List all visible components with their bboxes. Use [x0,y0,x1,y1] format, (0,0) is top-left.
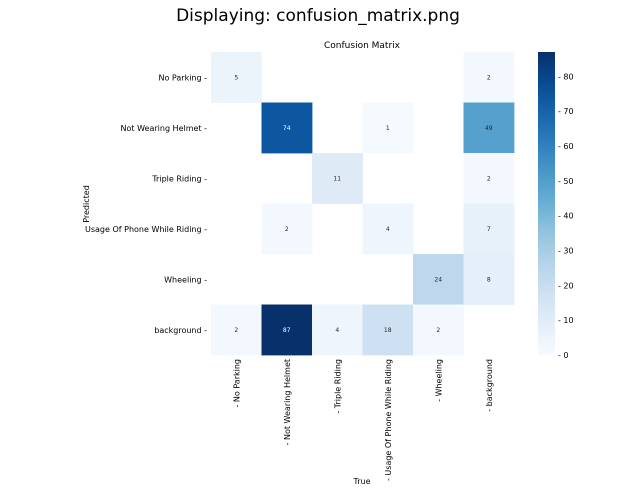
heatmap-cell [211,52,262,103]
colorbar-tick-label: - 40 [558,212,574,221]
heatmap-cell [261,304,313,356]
heatmap-cell [362,102,414,154]
cell-value-label: 8 [487,276,491,283]
heatmap-cells [211,52,515,356]
x-tick-labels: - No Parking - Not Wearing Helmet - Triple… [232,359,494,481]
cell-value-label: 2 [285,226,289,233]
heatmap-cell [312,153,363,204]
x-axis-label: True [353,477,371,486]
cell-value-label: 2 [487,74,491,81]
colorbar-tick-label: - 30 [558,247,574,256]
cell-value-label: 24 [434,276,442,283]
cell-value-label: 74 [283,125,291,132]
heatmap-cell [463,203,515,255]
y-tick-label: background - [154,326,207,335]
window-title: Displaying: confusion_matrix.png [176,6,460,26]
heatmap-cell [261,102,313,154]
y-tick-label: No Parking - [158,73,207,82]
heatmap-cell [261,203,313,255]
y-tick-label: Usage Of Phone While Riding - [85,225,207,234]
y-axis-label: Predicted [82,185,91,223]
cell-value-label: 2 [436,327,440,334]
heatmap-cell [463,254,515,305]
y-tick-label: Not Wearing Helmet - [121,124,208,133]
cell-value-label: 2 [234,327,238,334]
cell-value-label: 7 [487,226,491,233]
x-tick-label: - Not Wearing Helmet [283,359,292,445]
cell-value-label: 1 [386,125,390,132]
heatmap-cell [312,304,363,356]
heatmap-cell [362,304,414,356]
cell-value-label: 5 [234,74,238,81]
colorbar-tick-label: - 60 [558,142,574,151]
colorbar-tick-label: - 80 [558,72,574,81]
cell-value-label: 18 [384,327,392,334]
y-tick-labels: No Parking - Not Wearing Helmet - Triple R… [85,73,207,335]
heatmap-cell [413,304,464,356]
chart-title: Confusion Matrix [324,41,401,51]
colorbar-tick-label: - 20 [558,281,574,290]
heatmap-cell [463,52,515,103]
colorbar-tick-label: - 0 [558,351,569,360]
heatmap-cell [413,254,464,305]
heatmap-cell [463,153,515,204]
y-tick-label: Wheeling - [164,275,207,284]
heatmap-cell [211,304,262,356]
heatmap-cell [362,203,414,255]
colorbar-tick-label: - 70 [558,107,574,116]
x-tick-label: - Usage Of Phone While Riding [384,359,393,481]
heatmap-cell [463,102,515,154]
colorbar [538,52,555,355]
colorbar-tick-label: - 50 [558,177,574,186]
cell-value-label: 49 [485,125,493,132]
x-tick-label: - Triple Riding [333,359,342,414]
x-tick-label: - No Parking [232,359,241,408]
cell-value-label: 4 [335,327,339,334]
cell-value-label: 11 [333,175,341,182]
cell-value-label: 2 [487,175,491,182]
cell-value-label: 87 [283,327,291,334]
x-tick-label: - Wheeling [434,359,443,402]
cell-value-label: 4 [386,226,390,233]
colorbar-ticks: - 0 - 10 - 20 - 30 - 40 - 50 - 60 - 70 - 80 [558,72,574,360]
y-tick-label: Triple Riding - [151,174,207,183]
x-tick-label: - background [485,359,494,412]
colorbar-tick-label: - 10 [558,316,574,325]
